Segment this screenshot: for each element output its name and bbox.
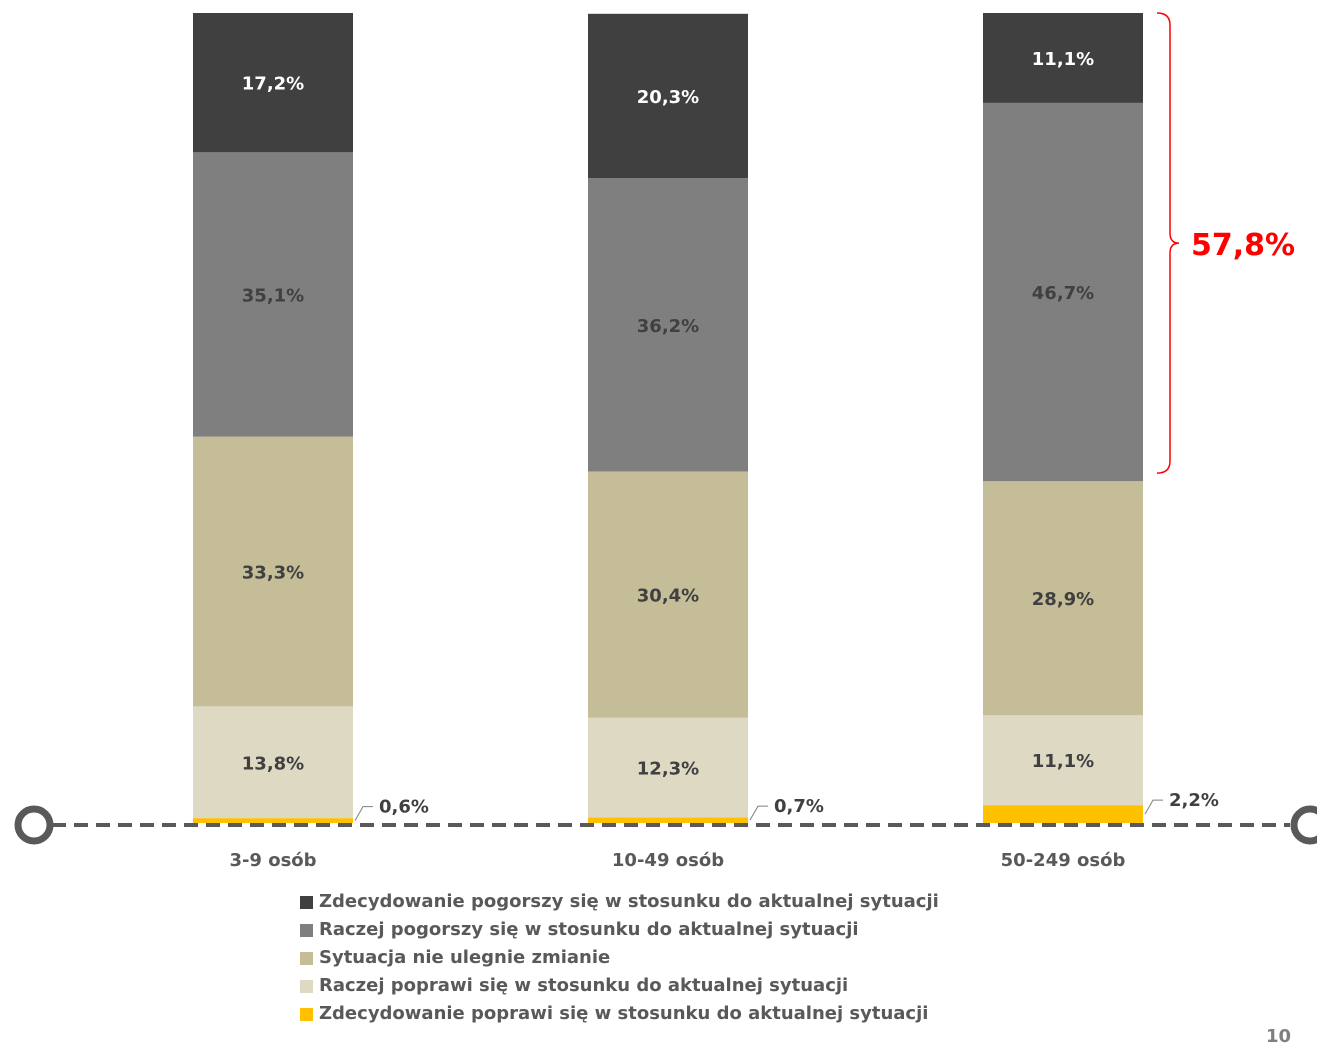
bar-segment: [193, 152, 353, 437]
axis-end-circle-left: [14, 805, 54, 845]
bar-segment: [983, 805, 1143, 823]
bar-segment: [193, 706, 353, 819]
bar-segment: [193, 13, 353, 153]
legend-swatch: [300, 979, 313, 993]
bar-segment: [588, 817, 748, 823]
bar-segment: [193, 436, 353, 707]
bar-segment: [983, 13, 1143, 103]
data-label: 17,2%: [242, 74, 304, 95]
data-label: 2,2%: [1169, 790, 1219, 811]
legend-item: Sytuacja nie ulegnie zmianie: [300, 944, 939, 972]
bar-segment: [983, 102, 1143, 482]
data-label: 13,8%: [242, 753, 304, 774]
legend-swatch: [300, 895, 313, 909]
bar-segment: [193, 818, 353, 823]
page-number: 10: [1266, 1026, 1292, 1047]
legend-item: Raczej poprawi się w stosunku do aktualn…: [300, 972, 939, 1000]
bar-segment: [588, 178, 748, 472]
data-label: 33,3%: [242, 562, 304, 583]
legend-label: Sytuacja nie ulegnie zmianie: [319, 947, 611, 968]
data-label: 36,2%: [637, 316, 699, 337]
annotation-bracket: [1156, 12, 1180, 474]
legend-item: Zdecydowanie poprawi się w stosunku do a…: [300, 1000, 939, 1028]
annotation-label: 57,8%: [1191, 228, 1295, 263]
leader-line: [1144, 799, 1163, 815]
leader-line: [354, 806, 373, 821]
x-tick-label: 3-9 osób: [229, 850, 316, 871]
data-label: 46,7%: [1032, 283, 1094, 304]
legend-swatch: [300, 1007, 313, 1021]
legend-label: Zdecydowanie poprawi się w stosunku do a…: [319, 1003, 929, 1024]
data-label: 20,3%: [637, 87, 699, 108]
legend-label: Zdecydowanie pogorszy się w stosunku do …: [319, 891, 939, 912]
legend: Zdecydowanie pogorszy się w stosunku do …: [300, 888, 939, 1028]
data-label: 35,1%: [242, 285, 304, 306]
legend-label: Raczej pogorszy się w stosunku do aktual…: [319, 919, 859, 940]
data-label: 11,1%: [1032, 49, 1094, 70]
data-label: 0,6%: [379, 797, 429, 818]
legend-item: Raczej pogorszy się w stosunku do aktual…: [300, 916, 939, 944]
legend-item: Zdecydowanie pogorszy się w stosunku do …: [300, 888, 939, 916]
legend-swatch: [300, 923, 313, 937]
x-tick-label: 50-249 osób: [1001, 850, 1126, 871]
bar-segment: [983, 715, 1143, 806]
bar-segment: [588, 13, 748, 179]
legend-label: Raczej poprawi się w stosunku do aktualn…: [319, 975, 849, 996]
bar-segment: [588, 717, 748, 818]
bar-segment: [983, 481, 1143, 716]
axis-end-circle-right: [1290, 805, 1317, 845]
data-label: 30,4%: [637, 586, 699, 607]
data-label: 12,3%: [637, 759, 699, 780]
data-label: 0,7%: [774, 796, 824, 817]
bar-segment: [588, 471, 748, 718]
leader-line: [749, 805, 768, 821]
data-label: 11,1%: [1032, 751, 1094, 772]
data-label: 28,9%: [1032, 589, 1094, 610]
x-tick-label: 10-49 osób: [612, 850, 724, 871]
legend-swatch: [300, 951, 313, 965]
